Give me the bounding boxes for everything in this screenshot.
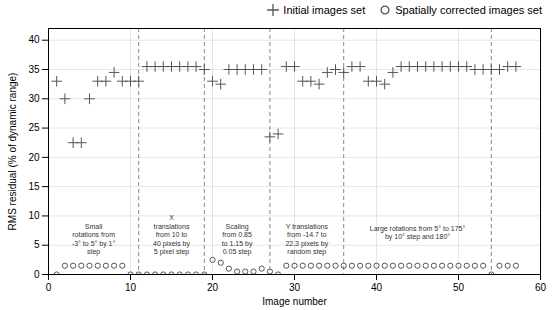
svg-text:0: 0 xyxy=(46,282,52,293)
svg-text:Xtranslationsfrom 10 to40 pixe: Xtranslationsfrom 10 to40 pixels by5 pix… xyxy=(153,214,190,256)
svg-text:40: 40 xyxy=(371,282,383,293)
svg-text:50: 50 xyxy=(453,282,465,293)
svg-text:25: 25 xyxy=(28,122,40,133)
html-text:Initial images set: Initial images set xyxy=(283,4,366,16)
html-text:Spatially corrected images set: Spatially corrected images set xyxy=(395,4,542,16)
svg-text:10: 10 xyxy=(28,210,40,221)
svg-text:Large rotations from 5° to 175: Large rotations from 5° to 175°by 10° st… xyxy=(370,225,466,241)
svg-text:15: 15 xyxy=(28,181,40,192)
svg-text:5: 5 xyxy=(34,239,40,250)
svg-text:0: 0 xyxy=(34,269,40,280)
svg-text:30: 30 xyxy=(289,282,301,293)
svg-text:20: 20 xyxy=(207,282,219,293)
svg-text:Smallrotations from-3° to 5° b: Smallrotations from-3° to 5° by 1°step xyxy=(72,223,116,256)
svg-text:35: 35 xyxy=(28,64,40,75)
svg-text:30: 30 xyxy=(28,93,40,104)
svg-text:RMS residual (% of dynamic ran: RMS residual (% of dynamic range) xyxy=(7,73,18,231)
svg-text:Scalingfrom 0.85to 1.15 by0.05: Scalingfrom 0.85to 1.15 by0.05 step xyxy=(222,223,253,256)
svg-text:Y translationsfrom -14.7 to22.: Y translationsfrom -14.7 to22.3 pixels b… xyxy=(285,223,328,256)
svg-text:Image number: Image number xyxy=(262,296,327,307)
svg-text:40: 40 xyxy=(28,34,40,45)
svg-text:60: 60 xyxy=(535,282,547,293)
svg-text:20: 20 xyxy=(28,152,40,163)
svg-text:10: 10 xyxy=(125,282,137,293)
